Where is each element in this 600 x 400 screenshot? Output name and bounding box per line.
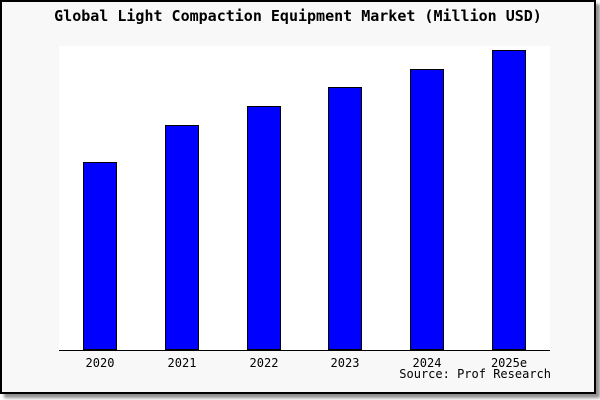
chart-title: Global Light Compaction Equipment Market… [54, 7, 542, 25]
source-credit: Source: Prof Research [399, 367, 551, 381]
bar-2024 [410, 69, 444, 350]
bar-2023 [328, 87, 362, 350]
x-tick-label-2021: 2021 [167, 356, 197, 370]
bar-2022 [247, 106, 281, 350]
chart-frame: Global Light Compaction Equipment Market… [0, 0, 596, 394]
bar-2025e [492, 50, 526, 350]
x-tick-label-2024: 2024 [412, 356, 442, 370]
bar-2020 [83, 162, 117, 350]
plot-area [59, 46, 550, 351]
x-tick-label-2022: 2022 [249, 356, 279, 370]
x-tick-label-2025e: 2025e [490, 356, 528, 370]
x-tick-label-2020: 2020 [85, 356, 115, 370]
bar-2021 [165, 125, 199, 350]
x-tick-label-2023: 2023 [330, 356, 360, 370]
